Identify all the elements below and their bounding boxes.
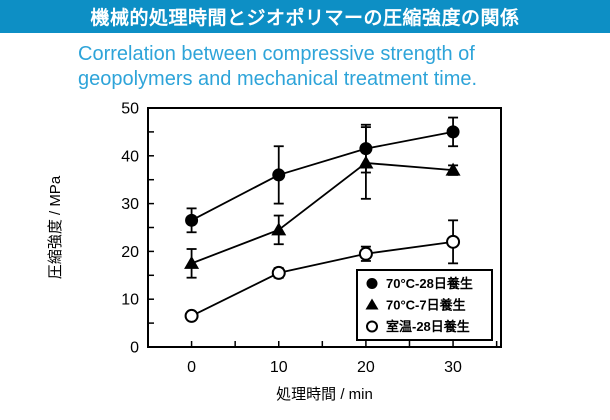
open-circle-marker xyxy=(358,246,373,261)
filled-circle-marker xyxy=(272,168,286,182)
x-tick-label: 30 xyxy=(444,359,462,376)
axis-ticks xyxy=(148,107,498,347)
page-title: 機械的処理時間とジオポリマーの圧縮強度の関係 xyxy=(90,8,520,29)
legend-item-0: 70°C-28日養生 xyxy=(366,276,473,291)
filled-triangle-marker xyxy=(271,222,287,236)
y-tick-label: 0 xyxy=(130,340,139,357)
y-tick-label: 10 xyxy=(121,292,139,309)
legend-label: 70°C-28日養生 xyxy=(386,276,473,291)
y-tick-label: 30 xyxy=(121,196,139,213)
subtitle-line-2: geopolymers and mechanical treatment tim… xyxy=(78,68,478,90)
series-1 xyxy=(184,126,461,279)
series-0 xyxy=(185,116,460,234)
legend-item-2: 室温-28日養生 xyxy=(366,319,470,334)
open-circle-marker xyxy=(271,265,286,280)
legend-box xyxy=(356,269,493,341)
filled-triangle-marker xyxy=(445,162,461,176)
filled-circle-marker xyxy=(366,278,378,289)
x-tick-label: 10 xyxy=(270,359,288,376)
filled-triangle-marker xyxy=(365,298,379,310)
subtitle-en: Correlation between compressive strength… xyxy=(78,42,477,92)
y-tick-label: 20 xyxy=(121,244,139,261)
x-axis-title: 処理時間 / min xyxy=(276,386,373,403)
open-circle-marker xyxy=(366,320,378,333)
open-circle-marker xyxy=(184,308,199,323)
series-2 xyxy=(184,219,461,323)
subtitle-line-1: Correlation between compressive strength… xyxy=(78,43,475,65)
legend-label: 70°C-7日養生 xyxy=(386,298,466,313)
title-banner: 機械的処理時間とジオポリマーの圧縮強度の関係 xyxy=(0,0,610,33)
filled-circle-marker xyxy=(185,213,199,227)
series-line xyxy=(191,131,454,222)
filled-circle-marker xyxy=(446,125,460,139)
series-line xyxy=(191,240,454,317)
y-tick-labels: 0 10 20 30 40 50 xyxy=(121,101,139,357)
legend-label: 室温-28日養生 xyxy=(386,319,470,334)
y-axis-title: 圧縮強度 / MPa xyxy=(47,175,64,279)
x-tick-label: 0 xyxy=(187,359,196,376)
filled-triangle-marker xyxy=(184,255,200,269)
legend-item-1: 70°C-7日養生 xyxy=(365,298,466,313)
y-tick-label: 50 xyxy=(121,101,139,118)
open-circle-marker xyxy=(446,234,461,249)
filled-triangle-marker xyxy=(358,155,374,169)
x-tick-label: 20 xyxy=(357,359,375,376)
series-line xyxy=(191,162,454,265)
x-tick-labels: 0 10 20 30 xyxy=(187,359,462,376)
y-tick-label: 40 xyxy=(121,148,139,165)
